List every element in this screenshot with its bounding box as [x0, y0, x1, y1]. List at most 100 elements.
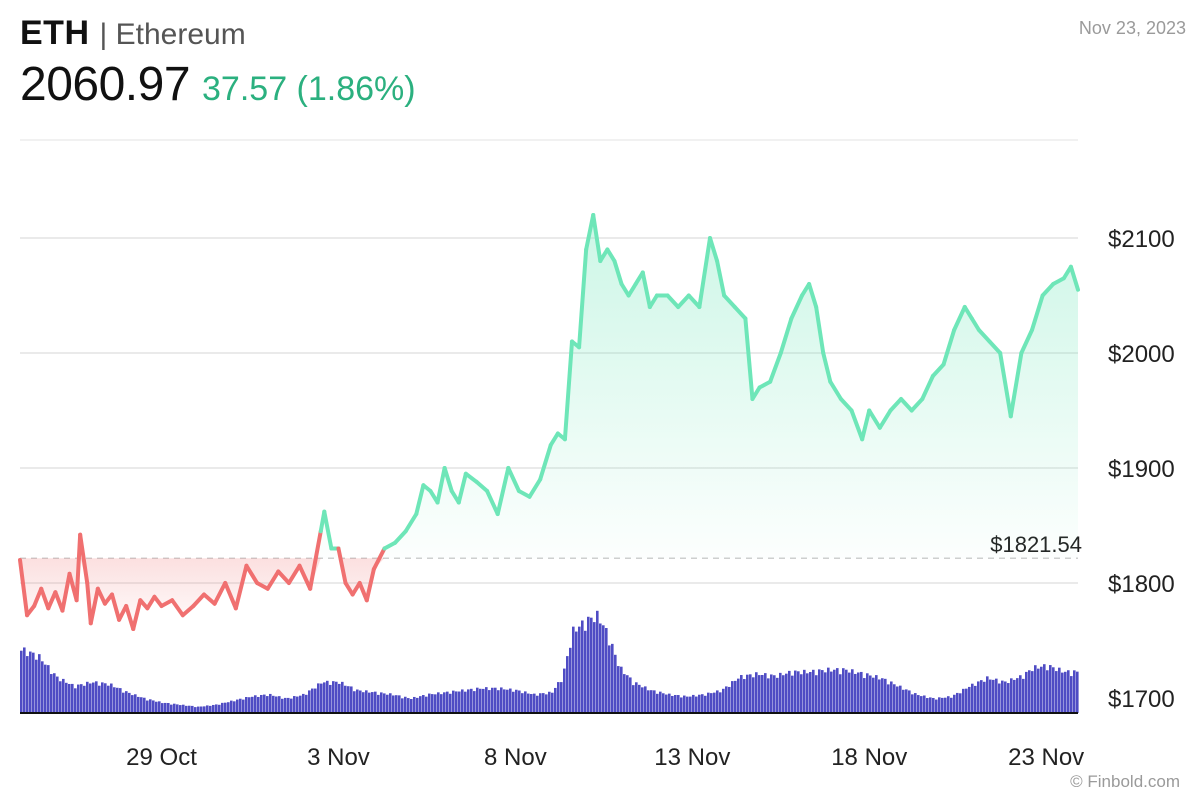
price-line-segment [74, 532, 83, 603]
volume-bar [635, 682, 638, 713]
volume-bar [857, 672, 860, 713]
volume-bar [839, 674, 842, 713]
price-line-segment [591, 213, 603, 263]
volume-bar [665, 694, 668, 713]
volume-bar [944, 697, 947, 713]
volume-bar [734, 680, 737, 713]
volume-bar [812, 669, 815, 713]
volume-bar [1064, 671, 1067, 713]
price-line-segment [962, 305, 974, 321]
volume-bar [557, 682, 560, 713]
volume-bar [260, 694, 263, 713]
volume-bar [743, 679, 746, 713]
volume-bar [920, 696, 923, 713]
volume-bar [569, 647, 572, 713]
volume-bar [284, 697, 287, 713]
volume-bar [164, 702, 167, 713]
volume-bar [368, 692, 371, 713]
volume-bar [230, 700, 233, 713]
price-line-segment [969, 316, 981, 332]
volume-bar [638, 684, 641, 713]
volume-bar [1016, 678, 1019, 713]
volume-bar [272, 695, 275, 713]
volume-bar [158, 701, 161, 713]
volume-bar [662, 693, 665, 713]
volume-bar [155, 701, 158, 713]
price-line-segment [297, 563, 313, 591]
volume-bar [800, 674, 803, 713]
volume-bar [440, 694, 443, 713]
chart-header: ETH | Ethereum 2060.97 37.57 (1.86%) [20, 14, 416, 112]
volume-bar [716, 690, 719, 713]
volume-bar [308, 690, 311, 713]
price-line-segment [538, 443, 553, 482]
y-tick-label: $1700 [1108, 686, 1175, 713]
volume-bar [425, 696, 428, 713]
price-line-segment [665, 293, 681, 309]
volume-bar [512, 691, 515, 713]
volume-bar [551, 692, 554, 713]
volume-bar [50, 674, 53, 713]
price-line-segment [336, 546, 348, 585]
volume-bar [806, 673, 809, 713]
volume-bar [917, 695, 920, 713]
price-line-segment [548, 431, 560, 447]
volume-bar [65, 682, 68, 713]
volume-bar [68, 683, 71, 713]
volume-bar [728, 686, 731, 713]
volume-bar [686, 696, 689, 713]
volume-bar [596, 610, 599, 713]
volume-bar [815, 675, 818, 713]
price-line-segment [750, 385, 762, 401]
volume-bar [608, 645, 611, 713]
volume-bar [62, 678, 65, 713]
volume-bar [842, 668, 845, 713]
price-line-segment [1068, 264, 1080, 292]
price-change: 37.57 (1.86%) [202, 70, 416, 108]
price-line-segment [382, 540, 398, 551]
volume-bar [212, 704, 215, 713]
volume-bar [515, 689, 518, 713]
volume-bar [53, 673, 56, 713]
price-line-segment [838, 397, 854, 413]
price-line-segment [814, 305, 826, 355]
price-line-segment [286, 563, 302, 585]
volume-bar [1022, 678, 1025, 713]
volume-bar [194, 707, 197, 713]
volume-bar [704, 695, 707, 713]
price-line-segment [821, 351, 833, 384]
volume-bar [242, 699, 245, 713]
volume-bar [533, 693, 536, 713]
volume-bar [614, 654, 617, 713]
volume-bar [992, 679, 995, 713]
price-line-segment [877, 408, 893, 430]
volume-bar [875, 675, 878, 713]
volume-bar [422, 695, 425, 713]
volume-bar [503, 689, 506, 713]
x-tick-label: 29 Oct [126, 744, 197, 771]
volume-bar [281, 698, 284, 713]
volume-bar [977, 681, 980, 713]
price-line-segment [722, 293, 737, 309]
volume-bar [32, 652, 35, 713]
volume-bar [971, 683, 974, 713]
volume-bar [767, 678, 770, 713]
volume-bar [683, 695, 686, 713]
volume-bar [470, 688, 473, 713]
price-line-segment [849, 408, 865, 442]
price-line-segment [485, 489, 500, 516]
volume-bar [881, 678, 884, 713]
price-line-segment [308, 529, 323, 591]
volume-bar [1004, 681, 1007, 713]
volume-bar [149, 699, 152, 713]
volume-bar [707, 692, 710, 713]
volume-bar [95, 681, 98, 713]
price-line-segment [212, 581, 228, 606]
volume-bar [647, 690, 650, 713]
volume-bar [929, 697, 932, 713]
volume-bar [998, 683, 1001, 713]
volume-bar [224, 702, 227, 713]
volume-bar [590, 617, 593, 713]
volume-bar [824, 672, 827, 713]
volume-bar [641, 687, 644, 713]
